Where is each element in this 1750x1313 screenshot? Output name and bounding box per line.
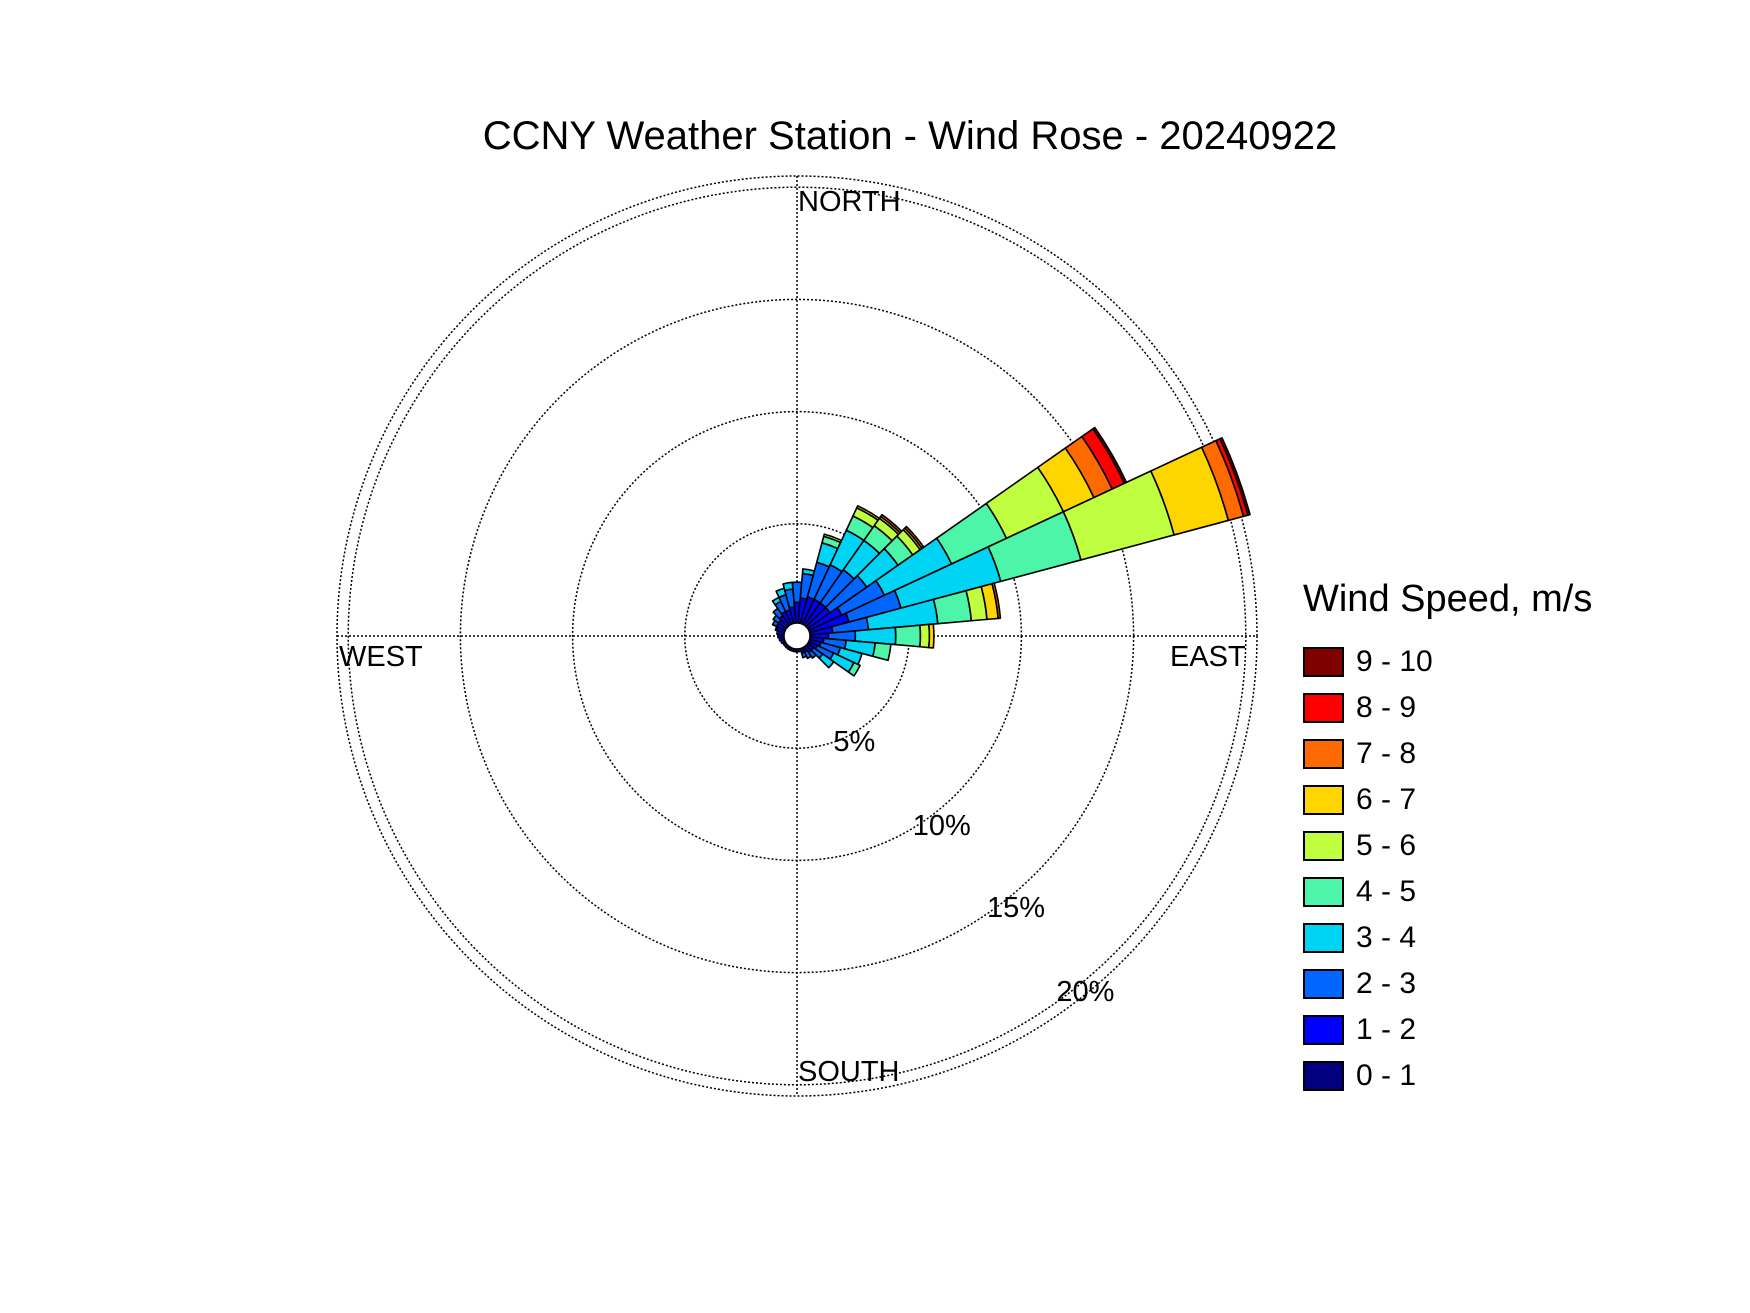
legend-title: Wind Speed, m/s: [1303, 578, 1593, 620]
rose-bar-segment: [894, 624, 922, 648]
axis-label-west: WEST: [339, 641, 423, 673]
rose-bar-segment: [818, 653, 835, 669]
legend-swatch: [1303, 831, 1344, 861]
grid-ring-outer: [336, 175, 1258, 1097]
ring-label-20: 20%: [1056, 975, 1115, 1008]
rose-bar-segment: [807, 649, 817, 659]
legend-swatch: [1303, 739, 1344, 769]
legend-swatch: [1303, 1061, 1344, 1091]
rose-bar-segment: [928, 623, 935, 649]
rose-bar-segment: [782, 581, 794, 592]
legend-swatch: [1303, 693, 1344, 723]
legend-swatch: [1303, 877, 1344, 907]
legend-label: 2 - 3: [1356, 967, 1417, 1000]
rose-bar-segment: [919, 623, 931, 649]
legend-swatch: [1303, 1015, 1344, 1045]
legend-label: 9 - 10: [1356, 645, 1433, 678]
wind-rose-bars: [771, 426, 1251, 677]
legend-item: 3 - 4: [1303, 915, 1592, 961]
rose-bar-segment: [872, 642, 892, 662]
grid-ring: [347, 186, 1247, 1086]
legend-items: 9 - 10 8 - 9 7 - 8 6 - 7 5 - 6 4 - 5 3 - 4 2 - …: [1303, 639, 1592, 1099]
axis-label-east: EAST: [1170, 641, 1246, 673]
legend-label: 3 - 4: [1356, 921, 1417, 954]
center-hub: [783, 622, 811, 650]
ring-label-15: 15%: [987, 891, 1046, 924]
legend-label: 1 - 2: [1356, 1013, 1417, 1046]
legend-item: 6 - 7: [1303, 777, 1592, 823]
rose-bar-segment: [800, 651, 808, 659]
chart-title: CCNY Weather Station - Wind Rose - 20240…: [482, 114, 1338, 158]
legend-item: 1 - 2: [1303, 1007, 1592, 1053]
rose-bar-segment: [803, 649, 812, 660]
rose-bar-segment: [847, 661, 861, 677]
legend: Wind Speed, m/s 9 - 10 8 - 9 7 - 8 6 - 7 5 -…: [1303, 578, 1592, 1099]
legend-swatch: [1303, 785, 1344, 815]
legend-item: 9 - 10: [1303, 639, 1592, 685]
grid-ring: [459, 298, 1135, 974]
axis-label-north: NORTH: [798, 186, 901, 218]
legend-item: 0 - 1: [1303, 1053, 1592, 1099]
rose-bar-segment: [1219, 437, 1251, 517]
axis-label-south: SOUTH: [798, 1056, 900, 1088]
legend-label: 4 - 5: [1356, 875, 1417, 908]
legend-label: 7 - 8: [1356, 737, 1417, 770]
ring-label-10: 10%: [912, 809, 971, 842]
legend-item: 2 - 3: [1303, 961, 1592, 1007]
legend-swatch: [1303, 923, 1344, 953]
legend-item: 4 - 5: [1303, 869, 1592, 915]
rose-bar-segment: [991, 582, 1002, 620]
legend-label: 8 - 9: [1356, 691, 1417, 724]
rose-bar-segment: [801, 568, 816, 577]
legend-label: 0 - 1: [1356, 1059, 1417, 1092]
legend-label: 5 - 6: [1356, 829, 1417, 862]
legend-item: 7 - 8: [1303, 731, 1592, 777]
ring-label-5: 5%: [833, 725, 876, 758]
legend-item: 5 - 6: [1303, 823, 1592, 869]
legend-label: 6 - 7: [1356, 783, 1417, 816]
legend-item: 8 - 9: [1303, 685, 1592, 731]
grid-ring: [571, 410, 1023, 862]
legend-swatch: [1303, 647, 1344, 677]
legend-swatch: [1303, 969, 1344, 999]
